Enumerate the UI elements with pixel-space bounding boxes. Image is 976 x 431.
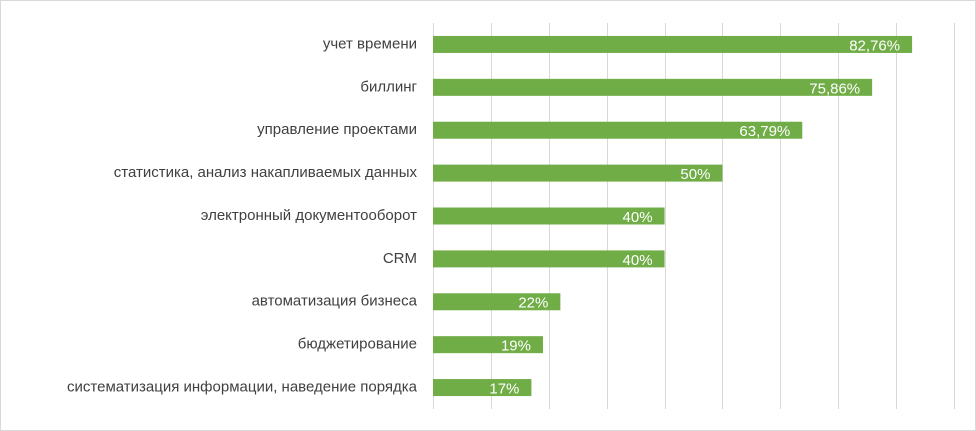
data-label: 82,76% bbox=[849, 37, 900, 54]
data-label: 17% bbox=[489, 381, 519, 398]
bar bbox=[433, 207, 665, 225]
bar bbox=[433, 336, 543, 354]
data-label: 19% bbox=[501, 338, 531, 355]
data-label: 40% bbox=[623, 209, 653, 226]
category-label: электронный документооборот bbox=[201, 207, 417, 224]
bar bbox=[433, 250, 665, 268]
category-label: управление проектами bbox=[257, 121, 417, 138]
category-label: бюджетирование bbox=[298, 336, 417, 353]
data-label: 50% bbox=[680, 166, 710, 183]
bar bbox=[433, 78, 873, 96]
category-label: учет времени bbox=[323, 35, 417, 52]
value-labels: 82,76% 75,86% 63,79% 50% 40% 40% 22% 19% 17% bbox=[489, 37, 900, 397]
category-label: статистика, анализ накапливаемых данных bbox=[114, 164, 418, 181]
category-label: систематизация информации, наведение пор… bbox=[67, 379, 418, 396]
bar bbox=[433, 35, 913, 53]
category-label: CRM bbox=[383, 250, 417, 267]
category-labels: учет времени биллинг управление проектами с… bbox=[67, 35, 418, 395]
category-label: автоматизация бизнеса bbox=[252, 293, 418, 310]
bar bbox=[433, 164, 723, 182]
bar bbox=[433, 121, 803, 139]
bar bbox=[433, 379, 532, 397]
data-label: 40% bbox=[623, 252, 653, 269]
data-label: 63,79% bbox=[739, 123, 790, 140]
bar bbox=[433, 293, 561, 311]
bars bbox=[433, 35, 913, 397]
data-label: 75,86% bbox=[809, 80, 860, 97]
data-label: 22% bbox=[518, 295, 548, 312]
category-label: биллинг bbox=[360, 78, 417, 95]
